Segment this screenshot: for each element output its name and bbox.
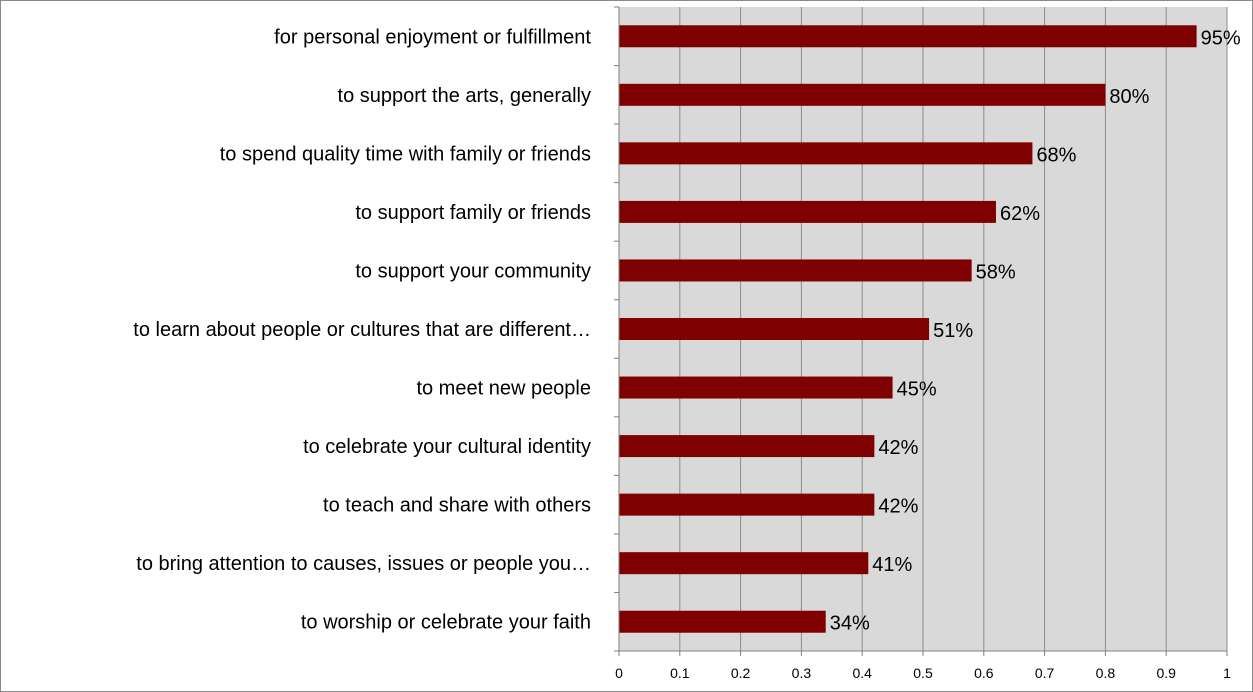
x-tick-label: 0.7	[1035, 665, 1055, 681]
x-tick-label: 0.3	[792, 665, 812, 681]
category-label: to support the arts, generally	[338, 85, 591, 107]
data-label: 34%	[830, 613, 870, 635]
category-label: to worship or celebrate your faith	[301, 612, 591, 634]
bar	[619, 25, 1197, 48]
category-label: to spend quality time with family or fri…	[220, 143, 591, 165]
x-tick-label: 0.4	[852, 665, 872, 681]
category-label: to teach and share with others	[323, 495, 591, 517]
x-tick-label: 0.1	[670, 665, 690, 681]
x-tick-label: 0.2	[731, 665, 751, 681]
category-label: for personal enjoyment or fulfillment	[274, 26, 591, 48]
bar	[619, 318, 930, 340]
data-label: 42%	[878, 437, 918, 459]
x-tick-label: 0.5	[913, 665, 933, 681]
x-tick-label: 0	[615, 665, 623, 681]
bar	[619, 142, 1033, 165]
x-tick-label: 0.6	[974, 665, 994, 681]
category-label: to learn about people or cultures that a…	[133, 319, 591, 341]
bar	[619, 259, 972, 282]
category-label: to meet new people	[416, 378, 591, 400]
bar	[619, 610, 826, 633]
data-labels: 95% 80% 68% 62% 58% 51% 45% 42% 42% 41% 34%	[830, 27, 1241, 634]
x-tick-labels: 0 0.1 0.2 0.3 0.4 0.5 0.6 0.7 0.8 0.9 1	[615, 665, 1231, 681]
x-tick-label: 0.9	[1156, 665, 1176, 681]
data-label: 51%	[933, 320, 973, 342]
data-label: 45%	[897, 379, 937, 401]
data-label: 41%	[872, 554, 912, 576]
category-label: to celebrate your cultural identity	[303, 436, 591, 458]
x-tick-label: 1	[1223, 665, 1231, 681]
category-label: to bring attention to causes, issues or …	[136, 553, 591, 575]
bar	[619, 552, 869, 575]
data-label: 42%	[878, 496, 918, 518]
bars	[619, 25, 1197, 633]
bar	[619, 200, 996, 223]
bar	[619, 83, 1106, 106]
axes	[614, 6, 1227, 652]
data-label: 62%	[1000, 203, 1040, 225]
data-label: 95%	[1201, 27, 1241, 49]
bar	[619, 376, 893, 399]
x-tick-label: 0.8	[1096, 665, 1116, 681]
bar	[619, 435, 875, 458]
category-label: to support family or friends	[355, 202, 591, 224]
data-label: 68%	[1036, 144, 1076, 166]
data-label: 58%	[976, 261, 1016, 283]
category-label: to support your community	[355, 260, 591, 282]
bar	[619, 493, 875, 516]
category-labels: for personal enjoyment or fulfillment to …	[133, 26, 591, 633]
data-label: 80%	[1109, 86, 1149, 108]
